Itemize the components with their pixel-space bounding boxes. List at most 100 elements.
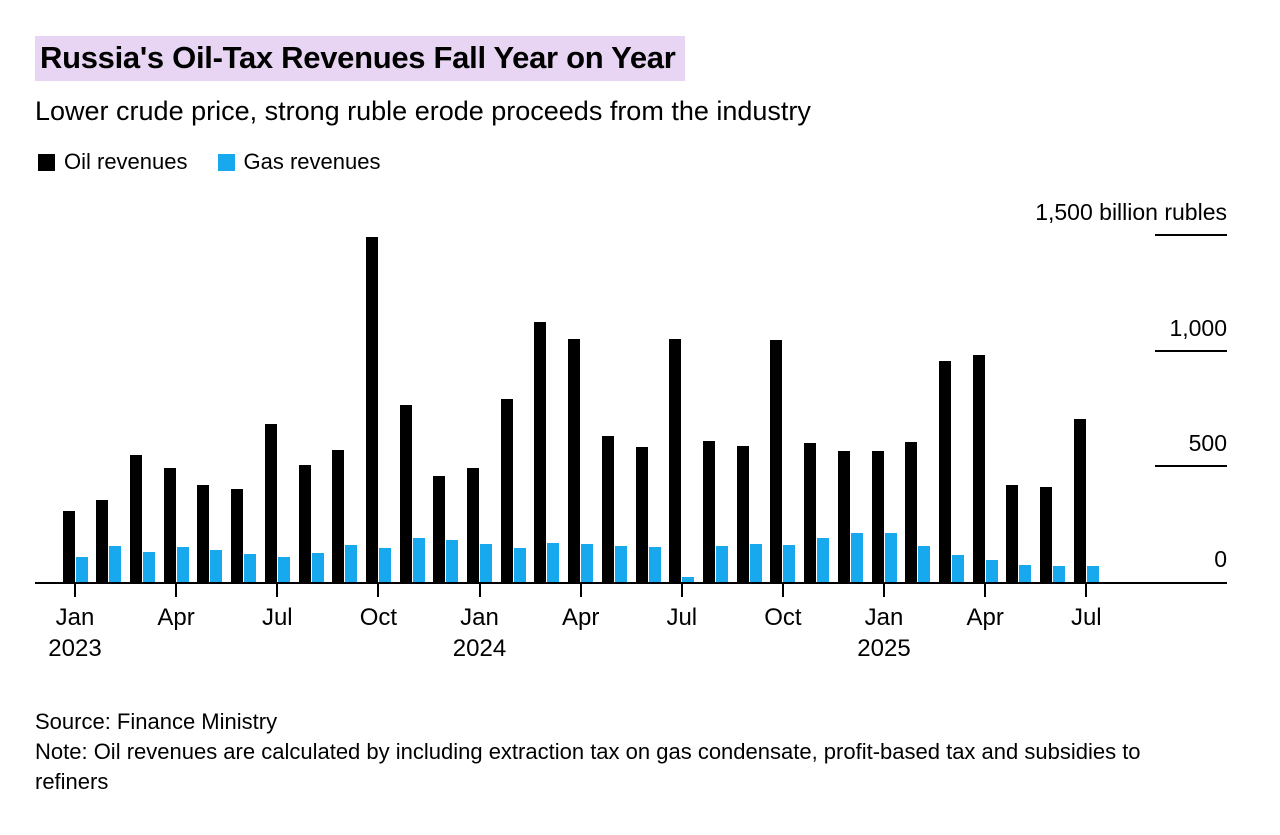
x-tick-label-Jan-2023: Jan 2023 — [48, 604, 102, 662]
oil-bar — [1006, 484, 1019, 582]
y-tick-label-1000: 1,000 — [1169, 314, 1227, 341]
oil-bar — [62, 511, 75, 582]
x-tick-label-Jul-18: Jul — [666, 604, 698, 631]
x-tick — [883, 584, 885, 597]
chart-legend: Oil revenues Gas revenues — [38, 149, 380, 175]
chart-footer: Source: Finance Ministry Note: Oil reven… — [35, 707, 1170, 797]
gas-bar — [1086, 565, 1099, 582]
gas-bar — [378, 548, 391, 582]
y-tick-label-1500: 1,500 billion rubles — [1035, 198, 1227, 225]
legend-label-oil: Oil revenues — [64, 149, 188, 174]
x-tick — [478, 584, 481, 597]
legend-item-gas: Gas revenues — [217, 149, 381, 175]
gas-bar — [884, 533, 897, 582]
gas-bar — [783, 545, 796, 582]
oil-bar — [601, 436, 614, 582]
x-tick — [276, 584, 279, 597]
oil-bar — [804, 443, 817, 582]
oil-bar — [365, 237, 378, 582]
x-axis-line — [35, 582, 1227, 584]
gas-bar — [850, 533, 863, 582]
oil-bar — [500, 399, 513, 582]
gas-bar — [547, 542, 560, 582]
oil-bar — [264, 423, 277, 582]
oil-bar — [703, 440, 715, 582]
gas-bar — [614, 546, 627, 582]
gas-bar — [480, 543, 492, 582]
gas-bar — [918, 546, 931, 582]
oil-bar — [467, 467, 479, 582]
gas-bar — [311, 553, 324, 582]
gas-bar — [142, 551, 155, 582]
gas-bar — [277, 556, 290, 582]
x-tick-label-Jan-2025: Jan 2025 — [857, 604, 911, 662]
oil-bar — [163, 467, 176, 582]
oil-bar — [433, 475, 446, 582]
gas-bar — [176, 547, 189, 582]
gas-bar — [749, 543, 762, 582]
oil-bar — [669, 339, 682, 582]
oil-bar — [534, 321, 547, 582]
oil-bar — [905, 442, 918, 582]
y-tick-label-500: 500 — [1188, 430, 1227, 457]
x-tick — [1085, 584, 1088, 597]
gas-bar — [1053, 565, 1066, 582]
oil-bar — [635, 446, 648, 582]
legend-label-gas: Gas revenues — [243, 149, 381, 174]
x-tick-label-Jul-30: Jul — [1070, 604, 1102, 631]
x-tick — [175, 584, 178, 597]
x-tick-label-Jan-2024: Jan 2024 — [452, 604, 507, 662]
chart-subtitle: Lower crude price, strong ruble erode pr… — [35, 96, 811, 126]
oil-swatch-icon — [38, 153, 55, 171]
gas-bar — [817, 538, 830, 582]
x-tick — [984, 584, 987, 597]
gas-bar — [581, 543, 594, 582]
oil-bar — [1073, 418, 1086, 582]
oil-bar — [129, 454, 142, 582]
x-tick — [579, 584, 582, 597]
oil-bar — [837, 451, 850, 582]
oil-bar — [770, 340, 783, 582]
gas-bar — [109, 546, 122, 582]
page-title: Russia's Oil-Tax Revenues Fall Year on Y… — [35, 36, 686, 81]
oil-bar — [332, 450, 345, 582]
gas-bar — [985, 560, 998, 582]
source-text: Source: Finance Ministry — [35, 709, 278, 734]
y-tick-label-0: 0 — [1214, 546, 1227, 572]
note-text: Note: Oil revenues are calculated by inc… — [35, 739, 1141, 794]
oil-bar — [568, 339, 581, 582]
oil-bar — [972, 355, 985, 582]
gas-bar — [648, 547, 661, 582]
oil-bar — [1040, 487, 1053, 582]
oil-bar — [939, 361, 951, 582]
gas-bar — [345, 545, 358, 582]
gas-bar — [1019, 564, 1032, 582]
y-gridline-1000 — [1155, 349, 1227, 352]
oil-bar — [96, 499, 109, 582]
oil-bar — [736, 445, 749, 582]
gas-bar — [952, 555, 964, 582]
gas-bar — [210, 549, 223, 582]
oil-bar — [231, 489, 244, 582]
x-tick — [781, 584, 784, 597]
gas-bar — [446, 540, 459, 582]
gas-bar — [244, 554, 257, 582]
x-tick-label-Apr-27: Apr — [966, 604, 1004, 631]
oil-bar — [871, 451, 884, 582]
oil-bar — [197, 484, 210, 582]
x-tick-label-Oct-9: Oct — [359, 604, 398, 631]
x-tick — [74, 584, 76, 597]
y-gridline-1500 — [1155, 233, 1227, 236]
oil-bar — [399, 405, 412, 582]
gas-bar — [682, 577, 695, 582]
x-tick — [680, 584, 683, 597]
y-gridline-500 — [1155, 465, 1227, 468]
x-tick-label-Jul-6: Jul — [261, 604, 293, 631]
gas-swatch-icon — [217, 153, 235, 171]
legend-item-oil: Oil revenues — [38, 149, 188, 175]
x-tick-label-Apr-15: Apr — [562, 604, 600, 631]
oil-bar — [298, 465, 311, 582]
gas-bar — [412, 538, 425, 582]
title-highlight: Russia's Oil-Tax Revenues Fall Year on Y… — [35, 36, 686, 81]
